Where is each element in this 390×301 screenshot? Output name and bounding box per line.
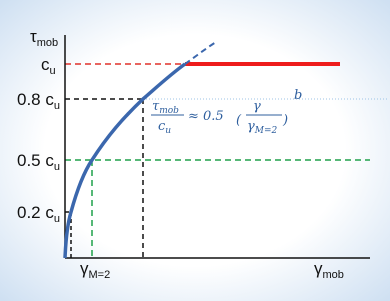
- formula-approx: ≈ 0.5: [188, 109, 224, 124]
- x-marker-label: γM=2: [80, 259, 110, 281]
- level-label: 0.5 cu: [17, 151, 60, 173]
- formula-inner-num: γ: [253, 99, 261, 114]
- level-label: 0.2 cu: [17, 203, 60, 225]
- formula-num: τmob: [152, 99, 179, 116]
- x-axis-label: γmob: [314, 259, 344, 281]
- curve-extension: [184, 41, 217, 65]
- curve: [63, 62, 187, 259]
- paren: (: [236, 113, 242, 128]
- formula-den: cu: [158, 119, 171, 136]
- level-label: cu: [41, 55, 56, 77]
- formula-inner-den: γM=2: [247, 119, 278, 136]
- y-axis-label: τmob: [30, 27, 58, 49]
- formula: τmob cu ≈ 0.5 ( γ γM=2 ) b: [151, 88, 302, 136]
- level-label: 0.8 cu: [17, 90, 60, 112]
- formula-exponent: b: [294, 88, 302, 103]
- paren: ): [282, 113, 288, 128]
